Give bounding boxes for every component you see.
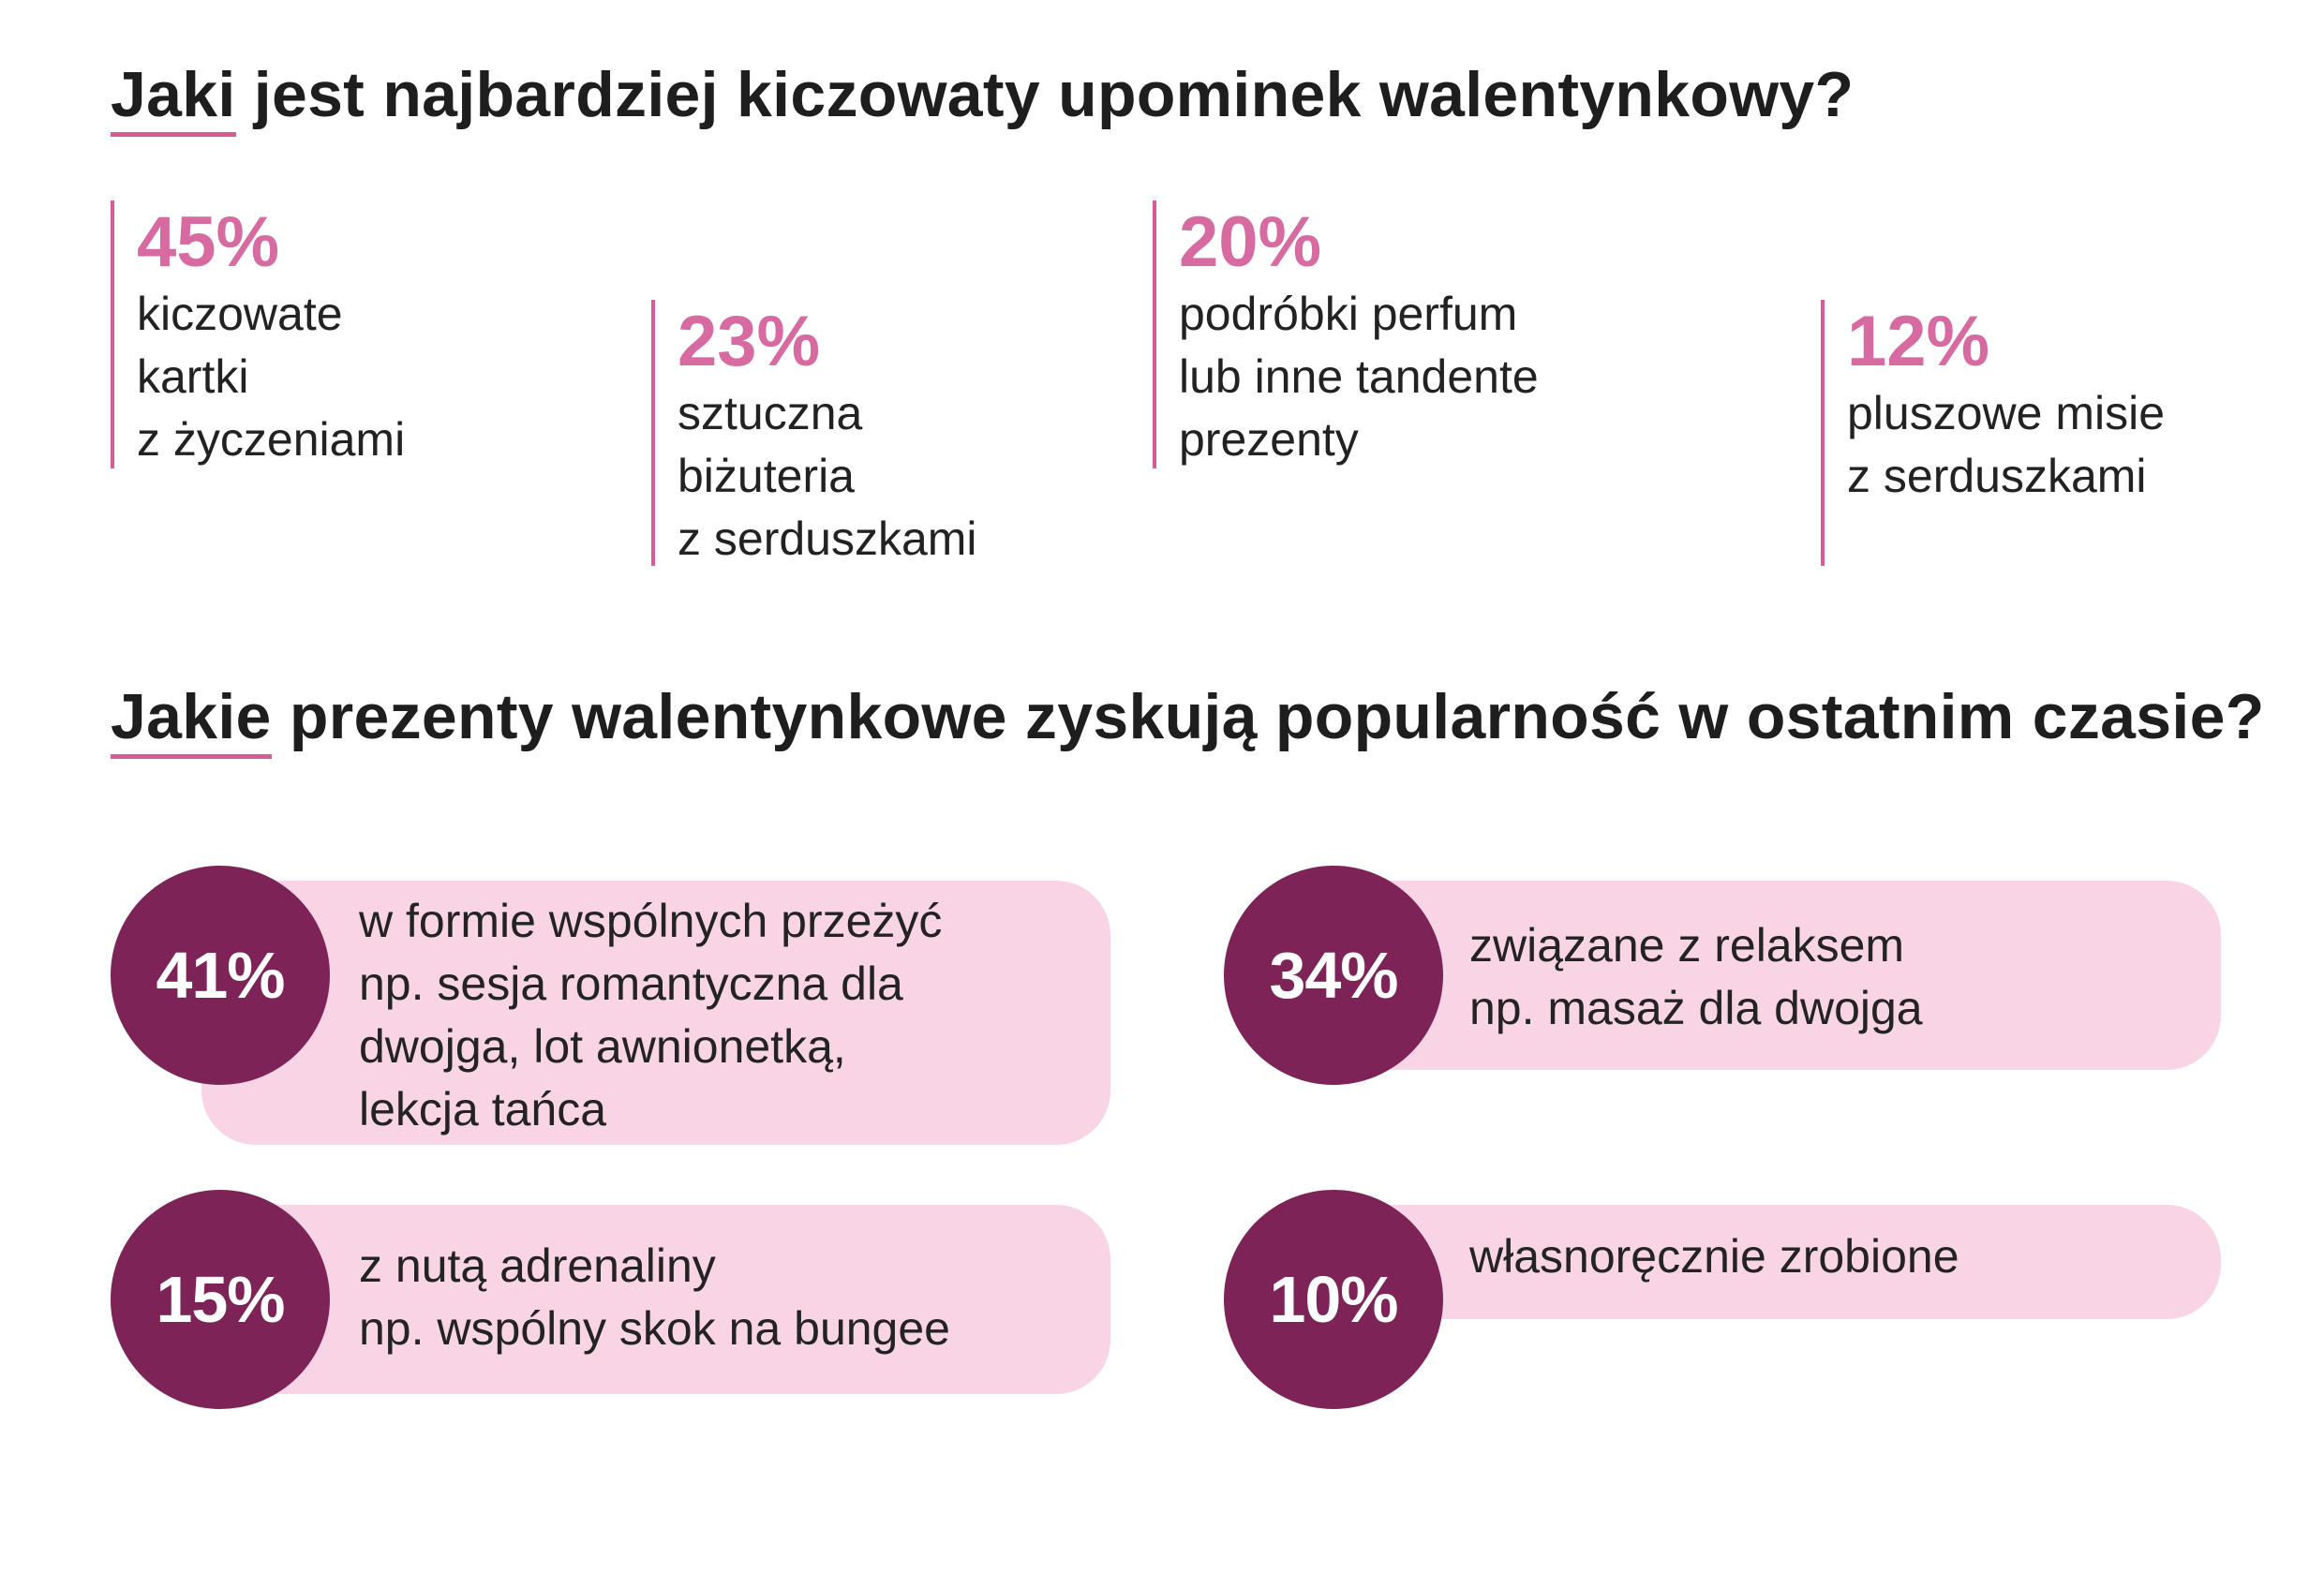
popular-gift-pill-2: związane z relaksem np. masaż dla dwojga (1312, 881, 2221, 1070)
popular-gift-description: w formie wspólnych przeżyć np. sesja rom… (359, 895, 943, 1135)
kitsch-stat-percent: 20% (1179, 202, 1322, 282)
kitsch-stat-2: 23% sztuczna biżuteria z serduszkami (651, 300, 1176, 566)
section-1-heading-first-word: Jaki (111, 59, 236, 137)
popular-gift-description: własnoręcznie zrobione (1469, 1230, 1959, 1283)
kitsch-stat-percent: 12% (1847, 302, 1990, 381)
popular-gift-description: związane z relaksem np. masaż dla dwojga (1469, 919, 1923, 1034)
popular-gift-description: z nutą adrenaliny np. wspólny skok na bu… (359, 1239, 950, 1355)
kitsch-stat-description: pluszowe misie z serduszkami (1847, 387, 2166, 502)
kitsch-stat-1: 45% kiczowate kartki z życzeniami (111, 200, 635, 468)
section-1-heading: Jaki jest najbardziej kiczowaty upominek… (111, 58, 2266, 137)
popular-gift-percent-badge: 10% (1224, 1190, 1443, 1409)
kitsch-stat-3: 20% podróbki perfum lub inne tandente pr… (1153, 200, 1677, 468)
kitsch-stat-percent: 23% (678, 302, 821, 381)
kitsch-stat-description: sztuczna biżuteria z serduszkami (678, 387, 977, 565)
popular-gift-pill-1: w formie wspólnych przeżyć np. sesja rom… (201, 881, 1110, 1145)
popular-gift-percent-badge: 41% (111, 866, 330, 1085)
kitsch-stat-description: kiczowate kartki z życzeniami (137, 288, 406, 466)
popular-gift-pill-3: z nutą adrenaliny np. wspólny skok na bu… (201, 1205, 1110, 1394)
popular-gift-percent-badge: 15% (111, 1190, 330, 1409)
kitsch-stat-description: podróbki perfum lub inne tandente prezen… (1179, 288, 1539, 466)
kitsch-stat-4: 12% pluszowe misie z serduszkami (1821, 300, 2308, 566)
kitsch-stat-percent: 45% (137, 202, 280, 282)
section-2-heading-first-word: Jakie (111, 681, 272, 759)
section-2-heading: Jakie prezenty walentynkowe zyskują popu… (111, 680, 2266, 759)
popular-gift-percent-badge: 34% (1224, 866, 1443, 1085)
section-2-heading-rest: prezenty walentynkowe zyskują popularnoś… (271, 681, 2265, 752)
section-1-heading-rest: jest najbardziej kiczowaty upominek wale… (235, 59, 1855, 130)
popular-gift-pill-4: własnoręcznie zrobione (1312, 1205, 2221, 1319)
